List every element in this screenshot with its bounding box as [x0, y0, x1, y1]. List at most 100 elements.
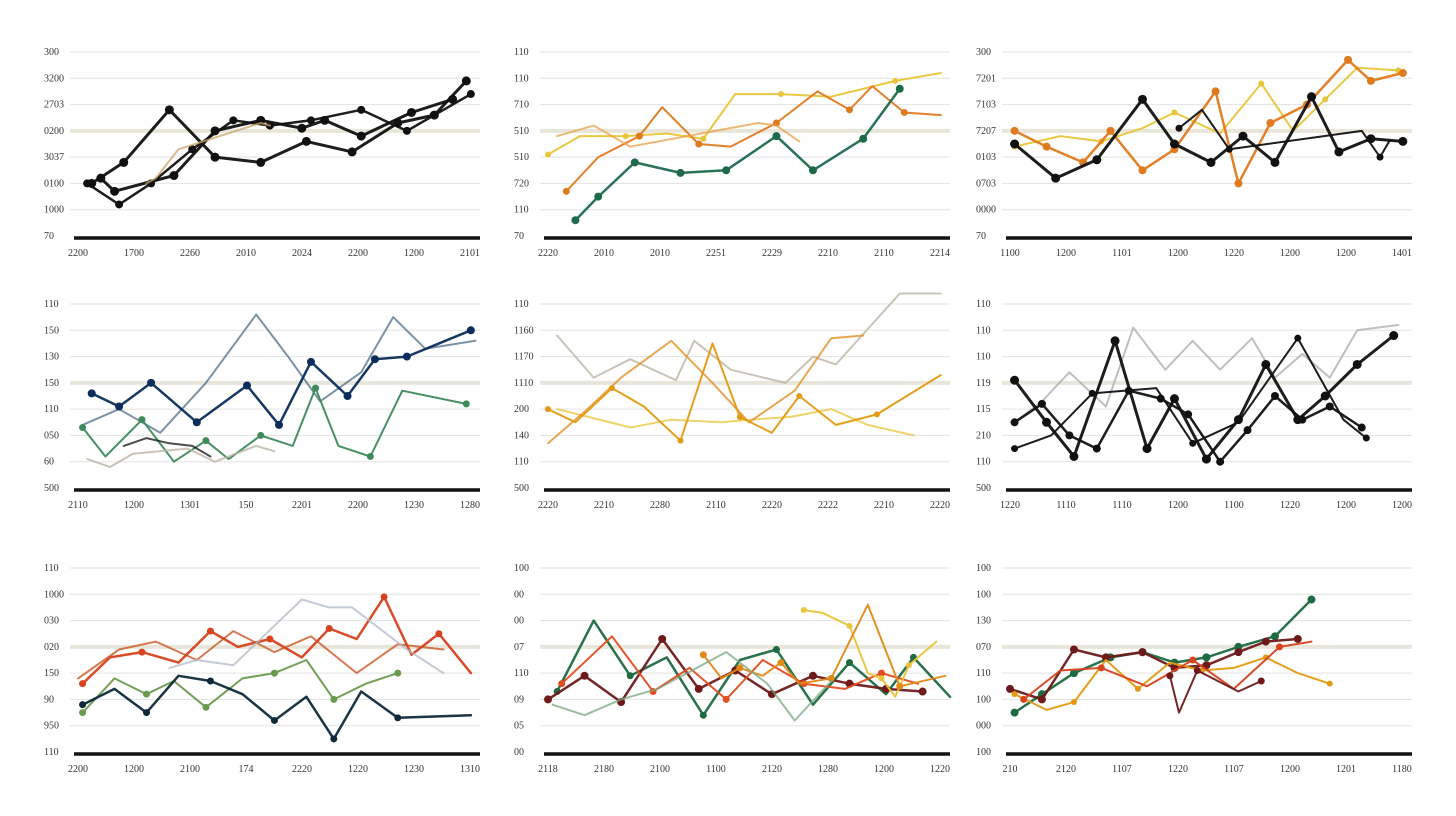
- x-tick-label: 1201: [1336, 764, 1356, 775]
- y-tick-label: 00: [514, 589, 524, 600]
- x-tick-label: 1200: [1336, 248, 1356, 259]
- series-line: [802, 609, 938, 698]
- y-tick-label: 300: [976, 47, 991, 58]
- data-point: [873, 411, 880, 418]
- data-point: [366, 452, 374, 460]
- data-point: [461, 76, 471, 86]
- y-tick-label: 110: [514, 205, 529, 216]
- data-point: [918, 687, 927, 696]
- x-tick-label: 2024: [292, 248, 312, 259]
- data-point: [1011, 691, 1018, 698]
- data-point: [1037, 399, 1046, 408]
- y-tick-label: 110: [514, 73, 529, 84]
- data-point: [878, 675, 885, 682]
- x-tick-label: 1200: [124, 500, 144, 511]
- series-line: [560, 635, 919, 701]
- x-tick-label: 2210: [818, 248, 838, 259]
- data-point: [1184, 410, 1193, 419]
- y-tick-label: 2703: [44, 100, 64, 111]
- y-tick-label: 210: [976, 430, 991, 441]
- data-point: [1006, 684, 1014, 693]
- x-tick-label: 1107: [1112, 764, 1132, 775]
- x-tick-label: 1301: [180, 500, 200, 511]
- x-tick-label: 1200: [404, 248, 424, 259]
- x-tick-label: 1220: [1280, 500, 1300, 511]
- data-point: [206, 627, 214, 635]
- y-tick-label: 3037: [44, 152, 64, 163]
- x-tick-label: 1310: [460, 764, 480, 775]
- data-point: [905, 662, 912, 669]
- data-point: [1175, 124, 1183, 132]
- data-point: [370, 355, 379, 364]
- y-tick-label: 510: [514, 152, 529, 163]
- data-point: [306, 357, 315, 366]
- x-tick-label: 2180: [594, 764, 614, 775]
- y-tick-label: 150: [44, 325, 59, 336]
- y-tick-label: 110: [976, 299, 991, 310]
- y-tick-label: 70: [976, 231, 986, 242]
- data-point: [722, 695, 730, 703]
- data-point: [736, 414, 743, 421]
- x-tick-label: 1230: [404, 500, 424, 511]
- data-point: [79, 701, 87, 709]
- series-line: [556, 292, 942, 384]
- data-point: [347, 147, 357, 157]
- y-tick-label: 100: [976, 589, 991, 600]
- data-point: [138, 416, 146, 424]
- data-point: [859, 134, 868, 143]
- data-point: [301, 136, 311, 146]
- y-tick-label: 1160: [514, 325, 534, 336]
- y-tick-label: 0100: [44, 178, 64, 189]
- data-point: [275, 420, 283, 429]
- series-line: [86, 444, 276, 468]
- data-point: [545, 151, 551, 158]
- x-tick-label: 2229: [762, 248, 782, 259]
- x-tick-label: 2010: [236, 248, 256, 259]
- x-tick-label: 210: [1003, 764, 1018, 775]
- series-line: [90, 329, 473, 427]
- data-point: [558, 680, 566, 688]
- data-point: [1037, 695, 1046, 704]
- data-point: [1069, 669, 1078, 678]
- series-line: [547, 334, 865, 445]
- data-point: [1166, 672, 1174, 680]
- x-tick-label: 2101: [460, 248, 480, 259]
- data-point: [394, 669, 402, 677]
- data-point: [462, 400, 470, 408]
- y-tick-label: 07: [514, 642, 524, 653]
- x-tick-label: 2110: [706, 500, 726, 511]
- data-point: [571, 216, 580, 225]
- line-chart-3: 300 7201 7103 7207 0103 0703 0000 70 1100 1200 110…: [976, 47, 1412, 259]
- x-tick-label: 1220: [930, 764, 950, 775]
- x-tick-label: 2010: [650, 248, 670, 259]
- x-tick-label: 1200: [1280, 764, 1300, 775]
- data-point: [1366, 76, 1375, 85]
- data-point: [676, 168, 685, 177]
- data-point: [79, 680, 87, 688]
- series-line: [547, 342, 942, 442]
- x-tick-label: 2220: [538, 500, 558, 511]
- data-point: [1097, 664, 1105, 672]
- data-point: [1344, 55, 1353, 64]
- data-point: [777, 659, 785, 667]
- data-point: [700, 135, 707, 142]
- data-point: [699, 711, 707, 719]
- data-point: [736, 664, 744, 672]
- y-tick-label: 110: [44, 299, 59, 310]
- data-point: [1092, 155, 1102, 165]
- data-point: [1270, 632, 1279, 641]
- data-point: [722, 166, 731, 175]
- data-point: [83, 179, 92, 188]
- data-point: [270, 669, 278, 677]
- data-point: [1010, 139, 1020, 149]
- data-point: [562, 187, 570, 195]
- y-tick-label: 100: [514, 563, 529, 574]
- y-tick-label: 110: [44, 747, 59, 758]
- x-tick-label: 1200: [124, 764, 144, 775]
- data-point: [1070, 699, 1077, 706]
- data-point: [1169, 139, 1179, 149]
- chart-panel-2: 110 110 710 510 510 720 110 70 2220 2010 2010 2251 2…: [510, 40, 980, 288]
- data-point: [1171, 109, 1178, 116]
- y-tick-label: 115: [976, 404, 991, 415]
